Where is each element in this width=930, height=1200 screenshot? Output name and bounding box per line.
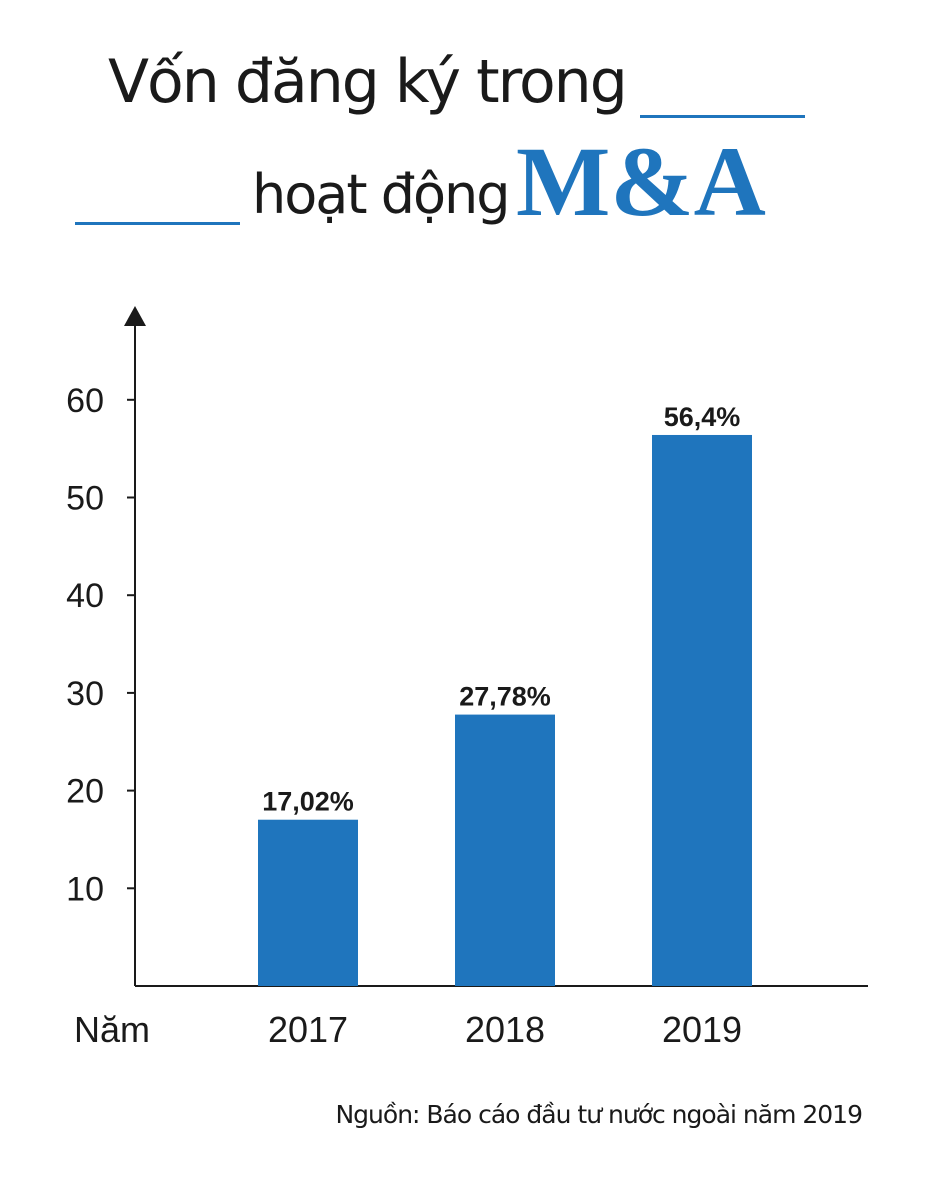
- title-line-1: Vốn đăng ký trong: [108, 47, 628, 117]
- y-tick-label: 20: [66, 773, 104, 811]
- bar: [652, 434, 752, 986]
- title-line-2: hoạt động: [252, 163, 511, 226]
- y-tick-label: 60: [66, 382, 104, 420]
- title-decor-line-left: [75, 222, 240, 225]
- data-label: 27,78%: [459, 682, 551, 712]
- title-highlight: M&A: [516, 126, 766, 237]
- x-tick-label: 2017: [268, 1009, 348, 1050]
- source-note: Nguồn: Báo cáo đầu tư nước ngoài năm 201…: [335, 1100, 863, 1129]
- data-label: 56,4%: [664, 402, 741, 432]
- bar: [258, 819, 358, 986]
- x-axis-label: Năm: [74, 1009, 150, 1050]
- bar-chart: 10 20 30 40 50 60 17,02% 2017 27,78% 2018 56,4% 201…: [66, 306, 868, 1050]
- x-tick-label: 2018: [465, 1009, 545, 1050]
- data-label: 17,02%: [262, 787, 354, 817]
- title-decor-line-right: [640, 115, 805, 118]
- y-tick-label: 50: [66, 480, 104, 518]
- y-tick-label: 40: [66, 577, 104, 615]
- y-tick-label: 30: [66, 675, 104, 713]
- bar: [455, 714, 555, 986]
- y-axis-arrow-icon: [124, 306, 146, 326]
- x-tick-label: 2019: [662, 1009, 742, 1050]
- y-tick-label: 10: [66, 870, 104, 908]
